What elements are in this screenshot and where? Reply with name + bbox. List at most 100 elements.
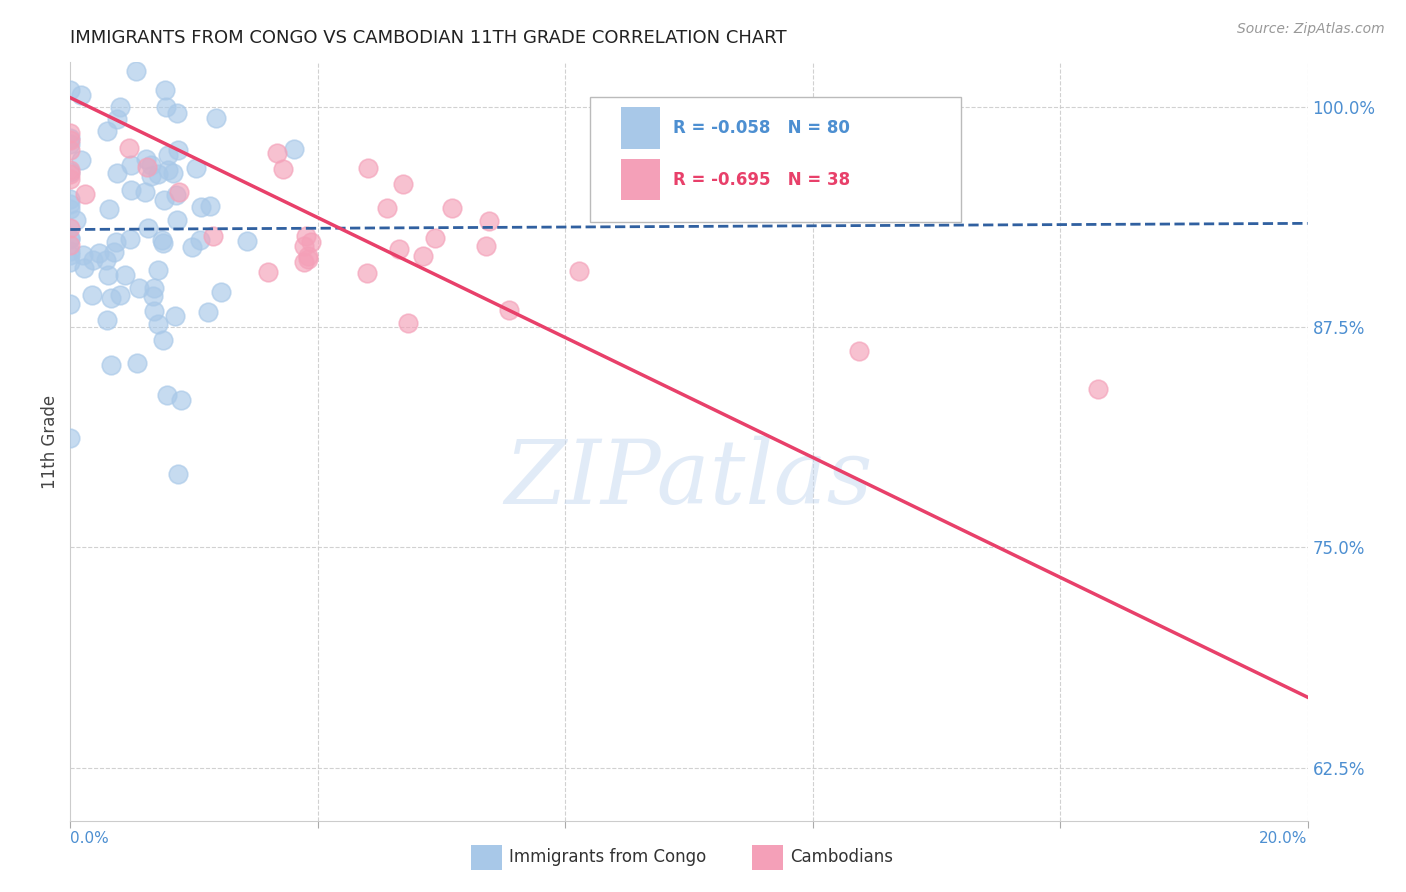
Point — [120, 158, 142, 172]
Point — [142, 289, 165, 303]
Point — [257, 265, 280, 279]
Point — [108, 287, 131, 301]
Point — [73, 261, 96, 276]
Point — [166, 143, 188, 157]
Point — [105, 166, 128, 180]
Point — [135, 152, 157, 166]
Point — [59, 255, 82, 269]
Point — [297, 252, 319, 267]
Point — [357, 161, 380, 176]
Point — [141, 169, 163, 183]
Point — [396, 316, 419, 330]
Point — [412, 249, 434, 263]
Text: IMMIGRANTS FROM CONGO VS CAMBODIAN 11TH GRADE CORRELATION CHART: IMMIGRANTS FROM CONGO VS CAMBODIAN 11TH … — [70, 29, 787, 47]
Point — [59, 162, 82, 177]
Point — [98, 202, 121, 216]
Point — [165, 188, 187, 202]
Point — [181, 239, 204, 253]
Point — [59, 133, 82, 147]
Point — [59, 143, 82, 157]
Text: 20.0%: 20.0% — [1260, 831, 1308, 847]
Point — [441, 201, 464, 215]
Point — [97, 268, 120, 282]
Point — [156, 388, 179, 402]
Point — [59, 136, 82, 151]
Point — [167, 185, 190, 199]
Point — [153, 83, 176, 97]
Point — [59, 164, 82, 178]
Point — [184, 161, 207, 176]
Point — [128, 281, 150, 295]
Point — [59, 297, 82, 311]
Point — [155, 100, 177, 114]
Text: R = -0.695   N = 38: R = -0.695 N = 38 — [673, 170, 851, 189]
Point — [146, 167, 169, 181]
Point — [136, 221, 159, 235]
Text: Source: ZipAtlas.com: Source: ZipAtlas.com — [1237, 22, 1385, 37]
Point — [96, 313, 118, 327]
Point — [295, 228, 318, 243]
Point — [568, 264, 591, 278]
Text: Immigrants from Congo: Immigrants from Congo — [509, 848, 706, 866]
Point — [283, 142, 305, 156]
Text: R = -0.058   N = 80: R = -0.058 N = 80 — [673, 120, 849, 137]
Point — [152, 235, 174, 250]
Point — [73, 186, 96, 201]
Point — [156, 162, 179, 177]
Point — [87, 246, 110, 260]
Point — [292, 255, 315, 269]
Point — [188, 234, 211, 248]
Point — [65, 212, 87, 227]
Point — [167, 467, 190, 482]
Point — [236, 234, 259, 248]
Point — [59, 83, 82, 97]
Point — [59, 231, 82, 245]
Point — [59, 431, 82, 445]
Point — [297, 249, 319, 263]
Point — [299, 235, 322, 249]
Point — [59, 171, 82, 186]
Point — [197, 305, 219, 319]
Point — [498, 302, 520, 317]
Point — [105, 112, 128, 127]
Point — [134, 185, 156, 199]
Point — [141, 158, 163, 172]
Y-axis label: 11th Grade: 11th Grade — [41, 394, 59, 489]
Point — [162, 166, 184, 180]
Point — [163, 309, 186, 323]
Point — [150, 233, 173, 247]
FancyBboxPatch shape — [621, 107, 661, 149]
Point — [292, 239, 315, 253]
Point — [59, 131, 82, 145]
Point — [59, 248, 82, 262]
Point — [156, 148, 179, 162]
Point — [375, 201, 398, 215]
Point — [478, 214, 501, 228]
Point — [59, 126, 82, 140]
Point — [118, 232, 141, 246]
Point — [94, 252, 117, 267]
Point — [59, 221, 82, 235]
Point — [108, 100, 131, 114]
Point — [59, 196, 82, 211]
Point — [143, 281, 166, 295]
Point — [59, 238, 82, 252]
Point — [59, 167, 82, 181]
Point — [100, 291, 122, 305]
Point — [136, 160, 159, 174]
Point — [166, 213, 188, 227]
Point — [96, 124, 118, 138]
Point — [143, 304, 166, 318]
Point — [356, 267, 378, 281]
FancyBboxPatch shape — [621, 159, 661, 200]
Point — [388, 243, 411, 257]
Point — [127, 356, 149, 370]
FancyBboxPatch shape — [591, 96, 962, 221]
Point — [148, 318, 170, 332]
Point — [205, 111, 228, 125]
Point — [190, 200, 212, 214]
Point — [118, 141, 141, 155]
Point — [200, 199, 222, 213]
Point — [776, 198, 799, 212]
Point — [1087, 382, 1109, 396]
